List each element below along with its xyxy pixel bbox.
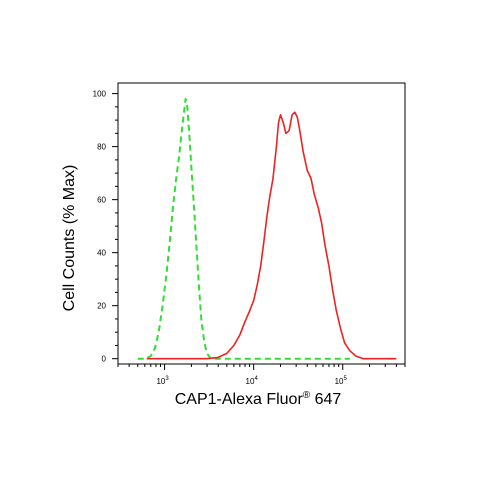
x-axis: 103 104 105 — [117, 364, 406, 386]
x-tick-label: 105 — [335, 376, 348, 386]
y-tick-label: 100 — [93, 90, 107, 99]
x-axis-title: CAP1-Alexa Fluor® 647 — [175, 390, 342, 408]
series-layer — [137, 97, 397, 360]
x-axis-title-main: CAP1-Alexa Fluor — [175, 391, 304, 408]
series-sample-line — [146, 111, 397, 360]
x-axis-title-registered: ® — [303, 390, 311, 401]
plot-frame — [117, 82, 406, 365]
y-tick-label: 40 — [97, 249, 106, 258]
x-tick-label: 103 — [156, 376, 169, 386]
plot-border — [117, 82, 406, 365]
y-axis-title: Cell Counts (% Max) — [61, 165, 78, 312]
x-axis-title-tail: 647 — [310, 391, 341, 408]
y-tick-label: 0 — [102, 355, 107, 364]
y-axis: 0 20 40 60 80 100 — [93, 90, 118, 364]
y-tick-label: 60 — [97, 196, 106, 205]
series-isotype-control-line — [137, 97, 350, 360]
x-tick-label: 104 — [246, 376, 259, 386]
y-tick-label: 20 — [97, 302, 106, 311]
y-tick-label: 80 — [97, 143, 106, 152]
